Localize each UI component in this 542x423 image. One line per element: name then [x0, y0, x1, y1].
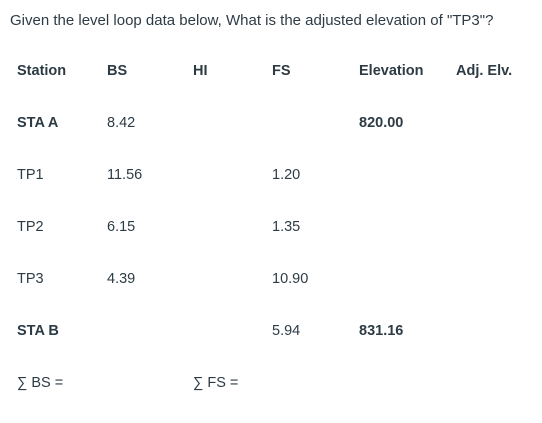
row-fs: 1.35	[272, 219, 301, 235]
row-fs: 10.90	[272, 271, 309, 287]
row-bs: 6.15	[107, 219, 136, 235]
row-bs: 4.39	[107, 271, 136, 287]
header-fs: FS	[272, 63, 291, 79]
row-station: TP1	[17, 167, 44, 183]
header-bs: BS	[107, 63, 128, 79]
header-adj-elv: Adj. Elv.	[456, 63, 513, 79]
header-hi: HI	[193, 63, 208, 79]
row-elevation: 820.00	[359, 115, 404, 131]
question-text: Given the level loop data below, What is…	[10, 12, 494, 29]
row-bs: 11.56	[107, 167, 143, 183]
row-fs: 5.94	[272, 323, 301, 339]
header-station: Station	[17, 63, 67, 79]
row-fs: 1.20	[272, 167, 301, 183]
header-elevation: Elevation	[359, 63, 424, 79]
sum-fs-label: ∑ FS =	[193, 375, 239, 391]
row-station: TP3	[17, 271, 44, 287]
row-station: STA B	[17, 323, 59, 339]
row-bs: 8.42	[107, 115, 136, 131]
row-station: STA A	[17, 115, 59, 131]
row-elevation: 831.16	[359, 323, 404, 339]
sum-bs-label: ∑ BS =	[17, 375, 64, 391]
row-station: TP2	[17, 219, 44, 235]
